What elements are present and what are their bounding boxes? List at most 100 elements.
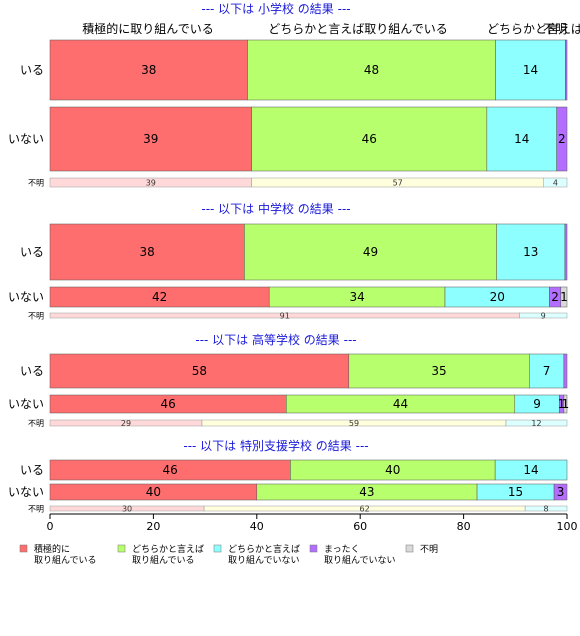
data-label: 59	[349, 419, 359, 428]
legend-swatch	[213, 544, 222, 553]
data-label: 14	[523, 63, 538, 77]
section-title: --- 以下は 小学校 の結果 ---	[201, 1, 350, 16]
chart-section: --- 以下は 小学校 の結果 --- いる 38 48 14 いない 39 46 14 2 不明 3…	[8, 1, 568, 188]
row-label: いない	[8, 290, 44, 304]
legend-label: 不明	[420, 544, 438, 555]
legend-label: 積極的に	[34, 543, 70, 555]
data-label: 2	[558, 132, 566, 146]
category-label: どちらかと言えば	[487, 22, 580, 36]
data-label: 1	[562, 397, 570, 411]
section-title: --- 以下は 高等学校 の結果 ---	[195, 332, 356, 347]
data-label: 9	[533, 397, 541, 411]
row-label: いる	[20, 245, 44, 259]
x-tick-label: 20	[146, 520, 160, 533]
bar-segment	[49, 106, 252, 172]
data-label: 8	[544, 505, 549, 514]
bar-segment	[496, 223, 566, 281]
data-label: 35	[431, 364, 446, 378]
data-label: 49	[363, 245, 378, 259]
bar-segment	[543, 177, 568, 188]
data-label: 12	[531, 419, 541, 428]
bar-segment	[49, 39, 248, 101]
category-label: どちらかと言えば取り組んでいる	[268, 22, 447, 36]
data-label: 1	[560, 290, 568, 304]
x-tick-label: 100	[557, 520, 578, 533]
legend: 積極的に取り組んでいるどちらかと言えば取り組んでいるどちらかと言えば取り組んでい…	[19, 543, 438, 566]
legend-label: どちらかと言えば	[228, 543, 300, 555]
data-label: 2	[551, 290, 559, 304]
data-label: 1	[558, 397, 566, 411]
legend-label: まったく	[324, 544, 360, 555]
legend-label: 取り組んでいない	[324, 554, 396, 566]
legend-label: 取り組んでいる	[132, 554, 195, 566]
data-label: 46	[160, 397, 175, 411]
section-title: --- 以下は 特別支援学校 の結果 ---	[183, 438, 368, 453]
bar-segment	[495, 39, 566, 101]
bar-segment	[49, 353, 350, 389]
data-label: 40	[385, 463, 400, 477]
data-label: 38	[140, 245, 155, 259]
data-label: 13	[523, 245, 538, 259]
data-label: 30	[122, 505, 132, 514]
bar-segment	[553, 483, 568, 501]
data-label: 46	[163, 463, 178, 477]
x-tick-label: 60	[353, 520, 367, 533]
data-label: 34	[349, 290, 364, 304]
row-label: 不明	[28, 179, 44, 188]
data-label: 7	[543, 364, 551, 378]
bar-segment	[560, 286, 568, 308]
category-label: 積極的に取り組んでいる	[82, 21, 213, 36]
x-tick-label: 40	[250, 520, 264, 533]
data-label: 48	[364, 63, 379, 77]
bar-segment	[247, 39, 496, 101]
row-label: いない	[8, 397, 44, 411]
bar-segment	[494, 459, 568, 481]
x-axis: 0 20 40 60 80 100	[47, 513, 578, 533]
bar-segment	[524, 505, 568, 512]
row-label: 不明	[28, 312, 44, 321]
data-label: 9	[541, 312, 546, 321]
legend-swatch	[19, 544, 28, 553]
data-label: 39	[146, 179, 156, 188]
data-label: 39	[143, 132, 158, 146]
data-label: 44	[393, 397, 408, 411]
row-label: いる	[20, 364, 44, 378]
row-label: 不明	[28, 505, 44, 514]
row-label: いる	[20, 63, 44, 77]
row-label: いない	[8, 485, 44, 499]
bar-segment	[556, 106, 568, 172]
data-label: 46	[362, 132, 377, 146]
data-label: 4	[553, 179, 558, 188]
legend-label: 取り組んでいる	[34, 554, 97, 566]
data-label: 43	[359, 485, 374, 499]
data-label: 14	[514, 132, 529, 146]
bar-segment	[519, 312, 568, 319]
data-label: 38	[141, 63, 156, 77]
data-label: 14	[523, 463, 538, 477]
data-label: 3	[557, 485, 565, 499]
bar-segment	[564, 223, 568, 281]
bar-segment	[563, 394, 568, 414]
bar-segment	[565, 39, 568, 101]
x-tick-label: 80	[457, 520, 471, 533]
row-label: いない	[8, 132, 44, 146]
data-label: 58	[192, 364, 207, 378]
legend-swatch	[405, 544, 414, 553]
data-label: 62	[360, 505, 370, 514]
data-label: 40	[146, 485, 161, 499]
data-label: 42	[152, 290, 167, 304]
data-label: 29	[121, 419, 131, 428]
data-label: 15	[508, 485, 523, 499]
bar-segment	[251, 106, 488, 172]
data-label: 20	[490, 290, 505, 304]
bar-segment	[348, 353, 530, 389]
bar-segment	[244, 223, 497, 281]
data-label: 57	[393, 179, 403, 188]
legend-swatch	[117, 544, 126, 553]
bar-segment	[563, 353, 568, 389]
chart-section: --- 以下は 高等学校 の結果 --- いる 58 35 7 いない 46 44 9 11 不明 2…	[8, 332, 569, 428]
bar-segment	[49, 223, 245, 281]
row-label: いる	[20, 463, 44, 477]
